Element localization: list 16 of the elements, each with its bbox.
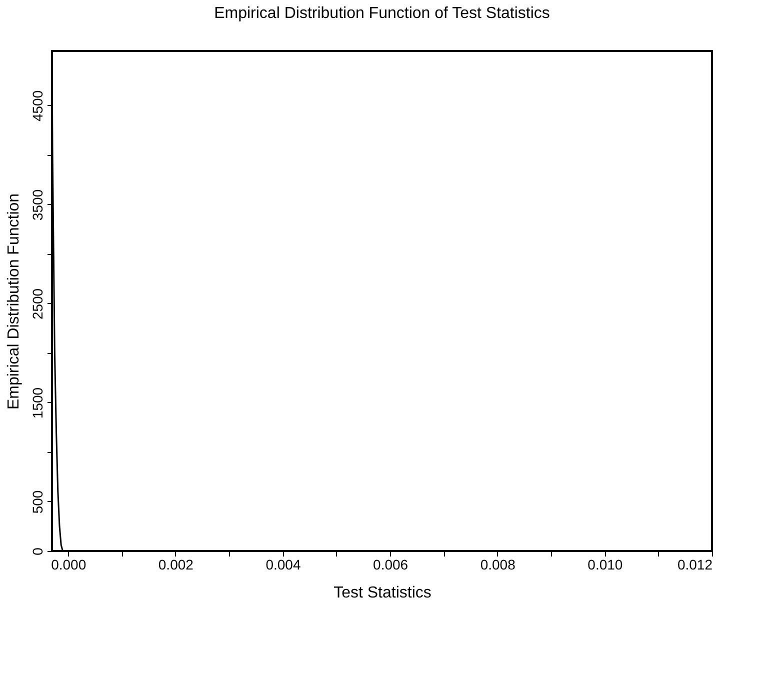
chart-title: Empirical Distribution Function of Test Statistics [214, 5, 550, 22]
y-tick-label: 2500 [30, 288, 46, 320]
y-tick-label: 500 [30, 490, 46, 514]
x-tick-label: 0.012 [677, 556, 713, 572]
y-tick-label: 4500 [30, 90, 46, 122]
x-tick-label: 0.004 [266, 556, 301, 572]
x-tick-label: 0.002 [158, 556, 194, 572]
x-axis-title: Test Statistics [334, 584, 432, 602]
y-tick-label: 3500 [30, 189, 46, 221]
x-tick-label: 0.008 [480, 556, 516, 572]
x-tick-label: 0.006 [373, 556, 408, 572]
y-tick-label: 0 [30, 547, 46, 556]
x-tick-label: 0.000 [51, 556, 86, 572]
x-tick-label: 0.010 [588, 556, 623, 572]
y-axis-title: Empirical Distribution Function [6, 193, 22, 410]
y-tick-label: 1500 [30, 387, 46, 419]
